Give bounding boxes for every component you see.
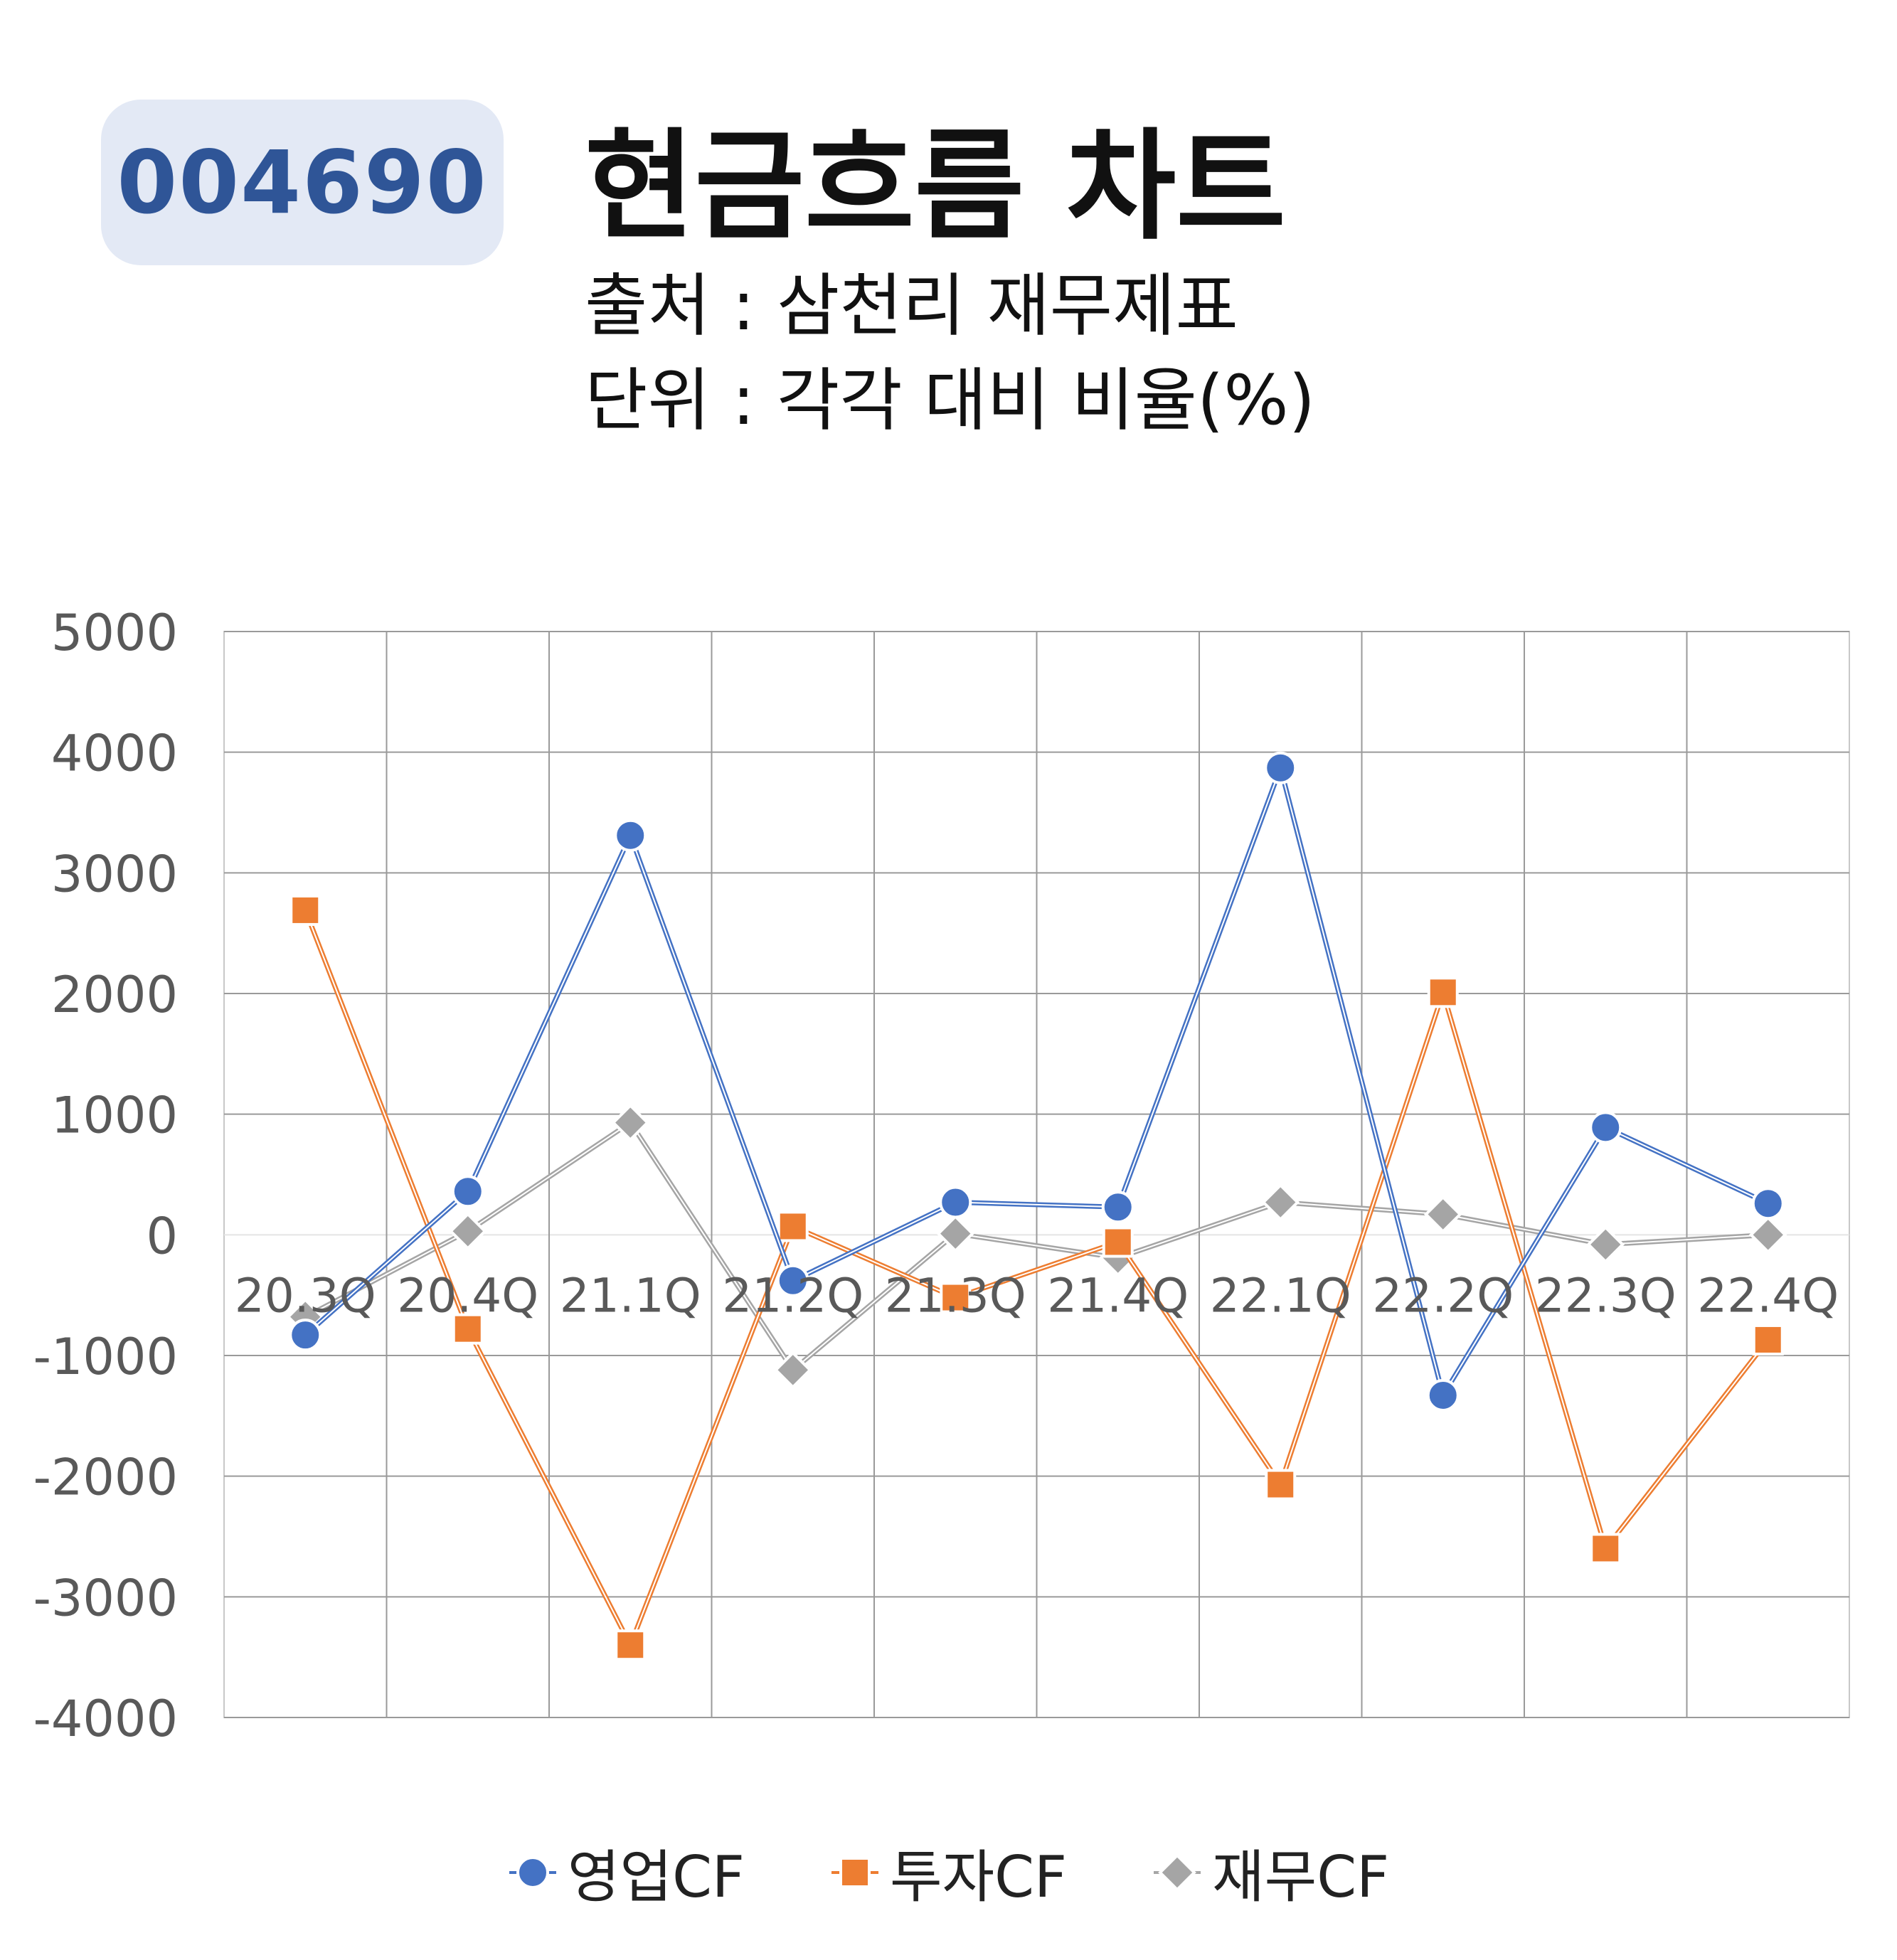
data-point: [452, 1313, 484, 1345]
y-tick-label: 5000: [51, 604, 178, 662]
data-point: [939, 1186, 972, 1219]
legend-circle-icon: [509, 1856, 556, 1889]
data-point: [776, 1264, 809, 1297]
data-point: [1102, 1226, 1134, 1258]
data-point: [1426, 1378, 1460, 1412]
x-tick-label: 22.4Q: [1697, 1268, 1839, 1323]
ticker-badge: 004690: [101, 100, 504, 265]
cashflow-line-chart: 5000 4000 3000 2000 1000 0 -1000 -2000 -3000 -400…: [33, 604, 1850, 1748]
series-line-highlight: [304, 767, 1769, 1396]
unit-label: 단위 : 각각 대비 비율(%): [585, 361, 1316, 440]
y-tick-label: -2000: [33, 1449, 178, 1507]
x-tick-label: 21.1Q: [560, 1268, 701, 1323]
y-tick-label: -4000: [33, 1690, 178, 1748]
legend-label: 재무CF: [1212, 1844, 1390, 1910]
data-point: [615, 1629, 647, 1661]
legend-item: 투자CF: [830, 1831, 1067, 1914]
legend-marker: [516, 1856, 549, 1889]
y-tick-label: -3000: [33, 1569, 178, 1627]
legend-marker: [839, 1857, 871, 1888]
data-point: [1751, 1187, 1785, 1220]
y-tick-label: 0: [146, 1207, 178, 1265]
y-tick-label: 2000: [51, 966, 178, 1024]
chart-legend: 영업CF 투자CF 재무CF: [0, 1831, 1897, 1914]
x-tick-label: 22.2Q: [1372, 1268, 1514, 1323]
legend-square-icon: [831, 1857, 878, 1888]
y-tick-label: 3000: [51, 845, 178, 903]
data-point: [614, 819, 647, 852]
legend-item: 영업CF: [508, 1831, 745, 1914]
data-point: [1748, 1215, 1787, 1255]
data-point: [1589, 1111, 1622, 1144]
legend-label: 투자CF: [889, 1844, 1068, 1910]
legend-label: 영업CF: [567, 1844, 745, 1910]
ticker-code: 004690: [117, 132, 488, 233]
data-point: [1264, 751, 1297, 784]
data-point: [1752, 1323, 1784, 1356]
data-point: [1265, 1469, 1297, 1501]
data-point: [940, 1282, 972, 1314]
x-tick-label: 20.3Q: [235, 1268, 376, 1323]
x-tick-label: 22.1Q: [1210, 1268, 1351, 1323]
data-point: [1427, 976, 1459, 1008]
data-point: [1423, 1195, 1462, 1234]
x-tick-label: 20.4Q: [397, 1268, 538, 1323]
chart-title: 현금흐름 차트: [585, 117, 1286, 256]
y-tick-label: 4000: [51, 725, 178, 783]
data-point: [936, 1214, 975, 1253]
legend-diamond-icon: [1154, 1855, 1201, 1890]
data-point: [1590, 1533, 1622, 1565]
source-label: 출처 : 삼천리 재무제표: [585, 266, 1238, 346]
series-line-highlight: [304, 910, 1769, 1646]
x-tick-label: 21.3Q: [885, 1268, 1026, 1323]
data-point: [289, 1319, 322, 1352]
data-point: [1101, 1191, 1135, 1224]
legend-item: 재무CF: [1152, 1831, 1389, 1914]
x-tick-label: 21.4Q: [1047, 1268, 1189, 1323]
data-point: [773, 1351, 812, 1390]
data-point: [1586, 1225, 1625, 1264]
data-point: [448, 1212, 487, 1251]
y-tick-label: -1000: [33, 1328, 178, 1386]
series-line-highlight: [304, 1122, 1768, 1371]
data-point: [777, 1210, 809, 1242]
data-point: [451, 1175, 484, 1208]
data-point: [289, 894, 322, 926]
x-tick-label: 21.2Q: [722, 1268, 864, 1323]
data-point: [1261, 1183, 1300, 1222]
legend-marker: [1158, 1855, 1196, 1890]
y-tick-label: 1000: [51, 1087, 178, 1145]
x-tick-label: 22.3Q: [1535, 1268, 1677, 1323]
data-point: [611, 1103, 650, 1142]
